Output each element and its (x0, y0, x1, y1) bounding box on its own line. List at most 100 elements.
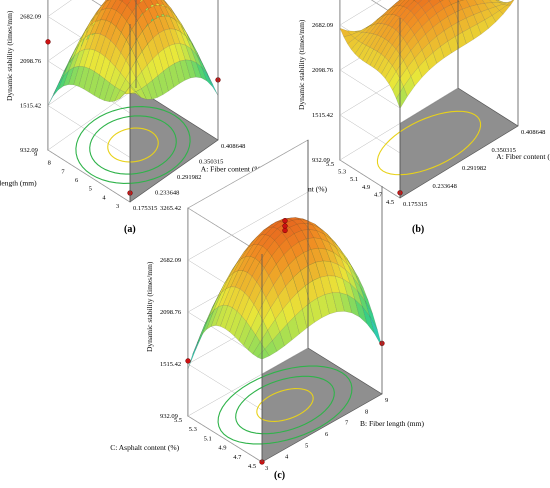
y-tick-label: 5.5 (326, 161, 334, 168)
z-tick-label: 932.09 (20, 147, 38, 154)
z-gridline (47, 87, 137, 203)
surface-cell (427, 0, 432, 2)
surface-mesh (339, 0, 515, 109)
contour-line (107, 127, 159, 163)
y-tick-label: 8 (48, 160, 51, 167)
y-tick-label: 5.3 (338, 169, 346, 176)
z-axis-label: Dynamic stability (times/mm) (145, 261, 154, 352)
z-tick-label: 1515.42 (312, 112, 333, 119)
surface-cell (428, 0, 441, 7)
y-tick-label: 6 (75, 177, 79, 184)
y-tick-label: 5 (89, 186, 92, 193)
surface-cell (482, 0, 493, 4)
z-tick-label: 2098.76 (312, 67, 334, 74)
surface-mesh (187, 217, 383, 369)
surface-cell (414, 0, 423, 4)
surface-cell (365, 301, 378, 330)
y-tick-label: 4.5 (248, 463, 256, 470)
y-axis-label: B: Fiber length (mm) (0, 179, 37, 188)
z-axis-label: Dynamic stability (times/mm) (297, 19, 306, 110)
contour-line (235, 375, 335, 435)
z-tick-label: 2098.76 (160, 309, 182, 316)
surface-cell (458, 0, 471, 10)
surface-cell (474, 0, 485, 5)
surface-cell (448, 0, 459, 5)
x-axis-label: B: Fiber length (mm) (360, 419, 424, 428)
panel-label: (c) (274, 470, 285, 481)
surface-cell (101, 0, 108, 6)
y-tick-label: 4.7 (233, 454, 242, 461)
surface-cell (497, 0, 500, 1)
surface-cell (502, 0, 514, 6)
z-gridline (187, 347, 309, 463)
x-tick-label: 5 (305, 442, 308, 449)
x-tick-label: 0.350315 (492, 147, 516, 154)
z-axis-label: Dynamic stability (times/mm) (5, 10, 14, 101)
z-tick-label: 2682.09 (20, 14, 41, 21)
y-tick-label: 5.3 (189, 426, 197, 433)
surface-cell (438, 0, 444, 2)
design-point (185, 358, 191, 364)
z-tick-label: 1515.42 (160, 361, 181, 368)
design-point (45, 39, 51, 45)
surface-cell (506, 0, 515, 6)
surface-cell (399, 0, 410, 7)
z-tick-label: 932.09 (160, 413, 178, 420)
x-axis-label: A: Fiber content (%) (496, 152, 550, 161)
design-point (282, 227, 288, 234)
x-axis-label: A: Fiber content (%) (201, 164, 264, 173)
y-axis-label: C: Asphalt content (%) (110, 443, 179, 452)
surface-cell (499, 1, 511, 5)
panel-label: (b) (412, 224, 424, 235)
surface-cell (466, 0, 478, 7)
surface-cell (106, 0, 117, 9)
design-point (282, 223, 288, 229)
contour-line (75, 106, 191, 184)
y-tick-label: 4.9 (362, 184, 370, 191)
surface-cell (457, 0, 465, 2)
x-tick-label: 9 (385, 397, 388, 404)
surface-cell (417, 0, 430, 8)
surface-mesh (47, 0, 219, 106)
y-tick-label: 4.9 (218, 445, 226, 452)
y-tick-label: 5.1 (350, 176, 358, 183)
z-gridline (371, 0, 401, 19)
surface-cell (207, 74, 219, 96)
surface-cell (440, 0, 452, 9)
y-tick-label: 5.1 (204, 435, 212, 442)
x-tick-label: 0.291982 (177, 174, 201, 181)
x-tick-label: 0.350315 (199, 158, 223, 165)
contour-line (376, 110, 482, 176)
surface-cell (106, 0, 110, 2)
surface-cell (119, 0, 123, 2)
x-tick-label: 0.233648 (432, 183, 456, 190)
x-tick-label: 0.408648 (521, 129, 545, 136)
y-tick-label: 3 (116, 203, 119, 210)
x-tick-label: 0.233648 (155, 190, 179, 197)
y-tick-label: 4.5 (386, 199, 394, 206)
y-tick-label: 5.5 (174, 417, 182, 424)
surface-cell (489, 0, 500, 3)
z-tick-label: 932.09 (312, 157, 330, 164)
chart-panel-3: 34567894.54.74.95.15.35.5932.091515.4220… (110, 139, 424, 481)
z-gridline (339, 87, 459, 199)
x-tick-label: 0.175315 (403, 201, 427, 208)
z-tick-label: 3265.42 (160, 205, 181, 212)
z-tick-label: 2098.76 (20, 58, 42, 65)
surface-cell (202, 63, 213, 85)
design-point (282, 218, 288, 224)
y-tick-label: 4.7 (374, 191, 383, 198)
z-tick-label: 2682.09 (160, 257, 181, 264)
x-tick-label: 4 (285, 454, 289, 461)
x-tick-label: 3 (265, 465, 268, 472)
x-tick-label: 8 (365, 408, 368, 415)
x-tick-label: 7 (345, 420, 349, 427)
x-tick-label: 0.291982 (462, 165, 486, 172)
panel-label: (a) (124, 224, 136, 235)
x-tick-label: 0.408648 (221, 143, 245, 150)
y-tick-label: 9 (34, 151, 37, 158)
surface-cell (402, 0, 415, 9)
surface-cell (111, 0, 123, 11)
surface-cell (351, 265, 364, 289)
